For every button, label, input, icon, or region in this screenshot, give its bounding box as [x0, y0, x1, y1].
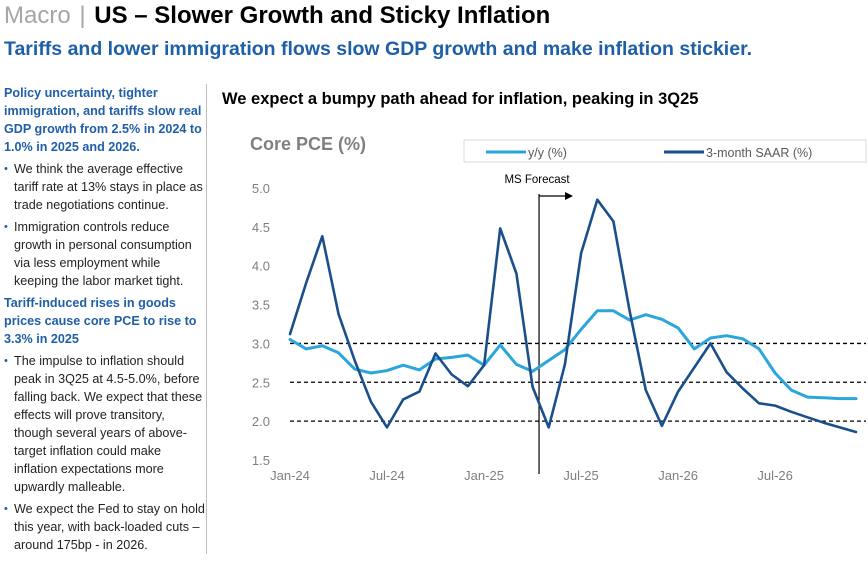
forecast-label: MS Forecast [504, 174, 570, 186]
title-text: US – Slower Growth and Sticky Inflation [94, 2, 551, 29]
legend-label-0: y/y (%) [528, 146, 567, 160]
bullet-text: We expect the Fed to stay on hold this y… [14, 502, 205, 552]
y-tick-label: 1.5 [252, 453, 270, 468]
y-tick-label: 2.0 [252, 414, 270, 429]
x-tick-label: Jan-25 [464, 468, 504, 483]
title-separator: | [79, 2, 86, 29]
page-subtitle: Tariffs and lower immigration flows slow… [4, 38, 752, 60]
series-line-0 [288, 309, 858, 401]
bullet-icon: • [4, 163, 8, 175]
y-tick-label: 2.5 [252, 375, 270, 390]
x-tick-label: Jul-24 [369, 468, 404, 483]
list-item: • Immigration controls reduce growth in p… [0, 218, 206, 290]
bullet-icon: • [4, 355, 8, 367]
y-tick-label: 5.0 [252, 181, 270, 196]
list-item: • The impulse to inflation should peak in… [0, 352, 206, 496]
sidebar-heading: Tariff-induced rises in goods prices cau… [4, 296, 197, 346]
sidebar-section: Policy uncertainty, tighter immigration,… [0, 84, 206, 290]
x-tick-label: Jul-25 [563, 468, 598, 483]
sidebar-section: Tariff-induced rises in goods prices cau… [0, 294, 206, 554]
y-tick-label: 3.5 [252, 298, 270, 313]
y-tick-label: 3.0 [252, 336, 270, 351]
sidebar: Policy uncertainty, tighter immigration,… [0, 84, 206, 558]
page-title: Macro | US – Slower Growth and Sticky In… [4, 2, 550, 30]
list-item: • We think the average effective tariff r… [0, 160, 206, 214]
legend-label-1: 3-month SAAR (%) [706, 146, 812, 160]
sidebar-heading: Policy uncertainty, tighter immigration,… [4, 86, 202, 154]
bullet-icon: • [4, 503, 8, 515]
x-tick-label: Jan-24 [270, 468, 310, 483]
y-tick-label: 4.5 [252, 220, 270, 235]
bullet-icon: • [4, 221, 8, 233]
column-divider [206, 84, 207, 554]
chart-heading: We expect a bumpy path ahead for inflati… [222, 90, 699, 108]
bullet-text: The impulse to inflation should peak in … [14, 354, 203, 494]
core-pce-chart: Core PCE (%) y/y (%) 3-month SAAR (%) 1.5 2.… [250, 134, 867, 483]
bullet-list: • The impulse to inflation should peak in… [0, 352, 206, 554]
list-item: • We expect the Fed to stay on hold this … [0, 500, 206, 554]
bullet-list: • We think the average effective tariff r… [0, 160, 206, 290]
series-line-1 [288, 198, 858, 434]
y-tick-label: 4.0 [252, 259, 270, 274]
chart-title: Core PCE (%) [250, 134, 366, 154]
bullet-text: Immigration controls reduce growth in pe… [14, 220, 192, 288]
x-tick-label: Jul-26 [757, 468, 792, 483]
x-tick-label: Jan-26 [658, 468, 698, 483]
title-prefix: Macro [4, 2, 71, 29]
bullet-text: We think the average effective tariff ra… [14, 162, 203, 212]
forecast-arrow-head [565, 192, 574, 200]
